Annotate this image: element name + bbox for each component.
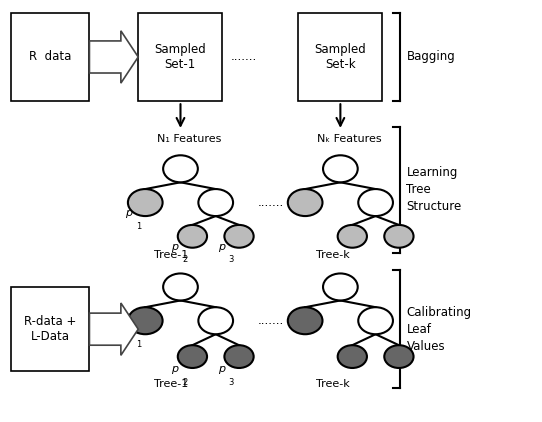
- Circle shape: [384, 345, 414, 368]
- Polygon shape: [89, 303, 138, 355]
- Text: p: p: [125, 326, 133, 336]
- Text: 2: 2: [182, 378, 188, 387]
- Text: Learning
Tree
Structure: Learning Tree Structure: [406, 166, 462, 214]
- FancyBboxPatch shape: [298, 13, 382, 101]
- FancyBboxPatch shape: [11, 13, 89, 101]
- Text: 1: 1: [137, 222, 142, 230]
- Text: .......: .......: [258, 196, 284, 209]
- FancyBboxPatch shape: [138, 13, 222, 101]
- Text: p: p: [217, 242, 225, 252]
- Polygon shape: [89, 31, 138, 83]
- Circle shape: [224, 345, 254, 368]
- Text: Sampled
Set-k: Sampled Set-k: [314, 43, 366, 71]
- Circle shape: [198, 307, 233, 334]
- Text: p: p: [125, 208, 133, 218]
- Text: Sampled
Set-1: Sampled Set-1: [154, 43, 206, 71]
- Text: Tree-1: Tree-1: [153, 379, 188, 389]
- Circle shape: [163, 155, 198, 182]
- Text: R  data: R data: [29, 51, 72, 63]
- Text: Tree-k: Tree-k: [317, 250, 350, 260]
- Circle shape: [128, 307, 163, 334]
- Text: p: p: [217, 364, 225, 374]
- Text: Nₖ Features: Nₖ Features: [317, 134, 382, 144]
- Circle shape: [358, 307, 393, 334]
- Circle shape: [224, 225, 254, 248]
- Text: 2: 2: [182, 255, 188, 264]
- Text: p: p: [171, 364, 178, 374]
- Circle shape: [178, 225, 207, 248]
- Circle shape: [288, 189, 322, 216]
- Text: R-data +
L-Data: R-data + L-Data: [24, 315, 76, 343]
- Text: 3: 3: [229, 255, 234, 264]
- Circle shape: [323, 273, 358, 300]
- Circle shape: [358, 189, 393, 216]
- FancyBboxPatch shape: [11, 287, 89, 371]
- Circle shape: [163, 273, 198, 300]
- Circle shape: [198, 189, 233, 216]
- Circle shape: [323, 155, 358, 182]
- Text: 3: 3: [229, 378, 234, 387]
- Text: .......: .......: [258, 314, 284, 327]
- Text: p: p: [171, 242, 178, 252]
- Text: Bagging: Bagging: [406, 51, 455, 63]
- Text: Tree-1: Tree-1: [153, 250, 188, 260]
- Circle shape: [128, 189, 163, 216]
- Text: Tree-k: Tree-k: [317, 379, 350, 389]
- Circle shape: [338, 225, 367, 248]
- Text: Calibrating
Leaf
Values: Calibrating Leaf Values: [406, 306, 472, 353]
- Text: 1: 1: [137, 340, 142, 349]
- Circle shape: [384, 225, 414, 248]
- Text: .......: .......: [231, 51, 257, 63]
- Text: N₁ Features: N₁ Features: [157, 134, 222, 144]
- Circle shape: [288, 307, 322, 334]
- Circle shape: [178, 345, 207, 368]
- Circle shape: [338, 345, 367, 368]
